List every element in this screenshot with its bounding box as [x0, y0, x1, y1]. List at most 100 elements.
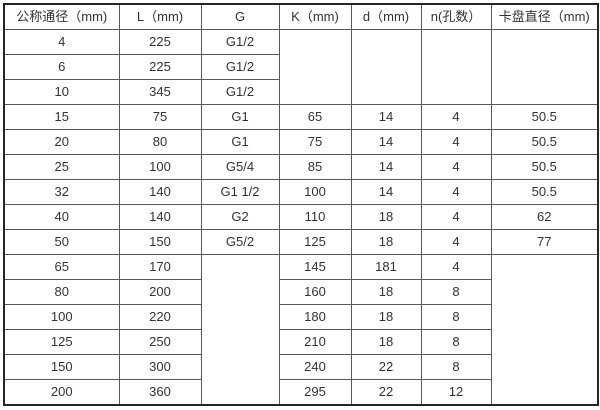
table-cell: 50.5	[490, 179, 599, 205]
table-cell: 80	[118, 129, 202, 155]
table-cell: 40	[3, 204, 120, 230]
table-cell: 4	[420, 154, 492, 180]
table-cell: 160	[278, 279, 352, 305]
table-cell: 181	[350, 254, 422, 280]
table-cell: 8	[420, 279, 492, 305]
table-cell: 65	[278, 104, 352, 130]
table-cell: 100	[3, 304, 120, 330]
table-cell: G1	[200, 129, 280, 155]
table-cell: 100	[118, 154, 202, 180]
table-row-13: 150 300 240 22 8	[3, 354, 598, 380]
table-cell: 295	[278, 379, 352, 406]
table-cell: 4	[3, 29, 120, 55]
table-cell: 4	[420, 254, 492, 280]
table-cell: 125	[3, 329, 120, 355]
table-cell: 75	[118, 104, 202, 130]
table-row-12: 125 250 210 18 8	[3, 329, 598, 355]
table-cell: 32	[3, 179, 120, 205]
table-cell: 150	[3, 354, 120, 380]
column-header-5: n(孔数）	[420, 3, 492, 30]
table-row-10: 80 200 160 18 8	[3, 279, 598, 305]
table-row-7: 40 140 G2 110 18 4 62	[3, 204, 599, 230]
table-cell: 4	[420, 179, 492, 205]
table-cell: 8	[420, 329, 492, 355]
table-cell: 150	[118, 229, 202, 255]
table-cell: 22	[350, 379, 422, 406]
table-cell: 225	[118, 54, 202, 80]
table-cell: 20	[3, 129, 120, 155]
table-cell: 14	[350, 104, 422, 130]
table-cell-merged	[278, 29, 352, 105]
column-header-0: 公称通径（mm)	[3, 3, 120, 30]
table-cell: 50.5	[490, 129, 599, 155]
table-cell: 180	[278, 304, 352, 330]
column-header-4: d（mm)	[350, 3, 422, 30]
table-cell: 250	[118, 329, 202, 355]
table-cell: 12	[420, 379, 492, 406]
table-cell: 25	[3, 154, 120, 180]
table-cell: 4	[420, 204, 492, 230]
table-cell: 18	[350, 279, 422, 305]
table-cell: 18	[350, 329, 422, 355]
table-cell: 15	[3, 104, 120, 130]
table-cell: 4	[420, 129, 492, 155]
table-cell: G1 1/2	[200, 179, 280, 205]
table-cell-merged	[490, 29, 599, 105]
table-cell: 4	[420, 104, 492, 130]
table-row-6: 32 140 G1 1/2 100 14 4 50.5	[3, 179, 599, 205]
table-cell: 170	[118, 254, 202, 280]
table-cell: 4	[420, 229, 492, 255]
table-cell: 240	[278, 354, 352, 380]
table-cell: G5/4	[200, 154, 280, 180]
table-cell: 145	[278, 254, 352, 280]
table-cell: 210	[278, 329, 352, 355]
table-cell: 50.5	[490, 154, 599, 180]
table-cell: 75	[278, 129, 352, 155]
table-cell: 22	[350, 354, 422, 380]
table-cell: 14	[350, 129, 422, 155]
table-cell: 14	[350, 179, 422, 205]
table-row-0: 4 225 G1/2	[3, 29, 599, 105]
column-header-3: K（mm)	[278, 3, 352, 30]
table-cell: 300	[118, 354, 202, 380]
table-cell: 18	[350, 304, 422, 330]
table-cell: 125	[278, 229, 352, 255]
table-cell: 50.5	[490, 104, 599, 130]
table-cell: G5/2	[200, 229, 280, 255]
table-cell: G1/2	[200, 54, 280, 80]
table-row-3: 15 75 G1 65 14 4 50.5	[3, 104, 599, 130]
table-cell: 200	[118, 279, 202, 305]
header-row: 公称通径（mm) L（mm) G K（mm) d（mm) n(孔数） 卡盘直径（mm)	[3, 3, 599, 30]
table-cell: 6	[3, 54, 120, 80]
table-cell: 80	[3, 279, 120, 305]
table-row-14: 200 360 295 22 12	[3, 379, 598, 406]
table-cell-merged	[350, 29, 422, 105]
table-cell: G1/2	[200, 79, 280, 105]
table-cell: 220	[118, 304, 202, 330]
table-cell: 62	[490, 204, 599, 230]
table-cell: 85	[278, 154, 352, 180]
table-header: 公称通径（mm) L（mm) G K（mm) d（mm) n(孔数） 卡盘直径（mm)	[3, 3, 599, 30]
table-cell: 110	[278, 204, 352, 230]
table-cell: 50	[3, 229, 120, 255]
table-cell: 345	[118, 79, 202, 105]
table-cell-merged	[200, 254, 280, 406]
table-cell: 200	[3, 379, 120, 406]
table-cell-merged	[490, 254, 599, 406]
table-cell: 8	[420, 354, 492, 380]
table-cell: 14	[350, 154, 422, 180]
table-row-9: 65 170 145 181 4	[3, 254, 599, 406]
table-row-1: 6 225 G1/2	[3, 54, 598, 80]
table-cell: G1	[200, 104, 280, 130]
table-cell: 225	[118, 29, 202, 55]
table-cell: 100	[278, 179, 352, 205]
table-cell: 140	[118, 204, 202, 230]
table-cell: 10	[3, 79, 120, 105]
table-row-8: 50 150 G5/2 125 18 4 77	[3, 229, 599, 255]
table-cell: 360	[118, 379, 202, 406]
column-header-2: G	[200, 3, 280, 30]
table-cell: 18	[350, 204, 422, 230]
table-cell: G1/2	[200, 29, 280, 55]
table-cell: 65	[3, 254, 120, 280]
